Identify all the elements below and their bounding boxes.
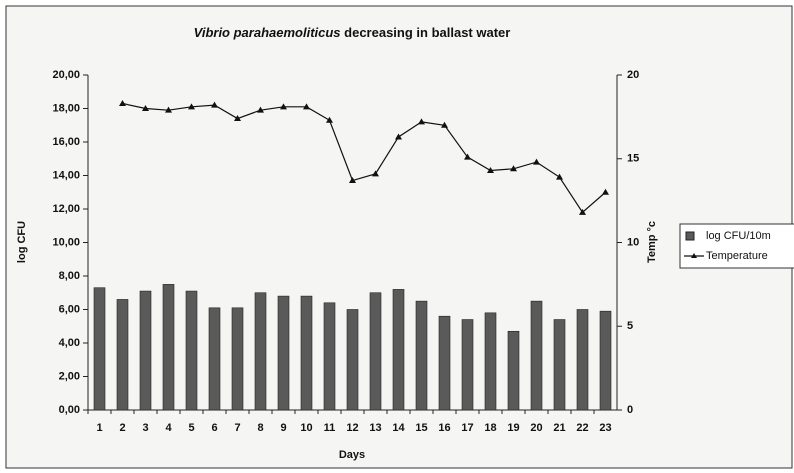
y2-tick-label: 10: [627, 236, 639, 248]
y2-tick-label: 5: [627, 320, 633, 332]
bar: [254, 292, 267, 411]
x-tick-label: 23: [599, 422, 611, 434]
temperature-line: [122, 102, 606, 214]
bar: [93, 287, 106, 411]
x-axis-label: Days: [339, 449, 365, 461]
x-tick-label: 14: [392, 422, 405, 434]
line-marker: [418, 118, 425, 125]
y-tick-label: 8,00: [59, 270, 80, 282]
x-tick-label: 4: [165, 422, 172, 434]
y-tick-label: 6,00: [59, 303, 80, 315]
bar: [346, 309, 359, 411]
y-tick-label: 18,00: [52, 102, 80, 114]
x-tick-label: 6: [211, 422, 217, 434]
bar: [116, 299, 129, 411]
x-tick-label: 12: [346, 422, 358, 434]
line-marker: [602, 188, 609, 195]
line-marker: [280, 103, 287, 110]
bar: [185, 290, 198, 411]
line-marker: [464, 153, 471, 160]
legend-marker: [691, 253, 697, 258]
line-marker: [303, 103, 310, 110]
y-tick-label: 2,00: [59, 370, 80, 382]
bar: [530, 300, 543, 411]
x-tick-label: 18: [484, 422, 496, 434]
y2-axis-label: Temp °c: [646, 221, 658, 263]
line-marker: [533, 158, 540, 165]
bar: [415, 300, 428, 411]
x-tick-label: 8: [257, 422, 263, 434]
bar: [369, 292, 382, 411]
x-tick-label: 13: [369, 422, 381, 434]
y-tick-label: 20,00: [52, 69, 80, 81]
line-marker: [349, 177, 356, 184]
y-tick-label: 14,00: [52, 169, 80, 181]
line-marker: [165, 106, 172, 113]
x-tick-label: 11: [324, 422, 336, 434]
x-tick-label: 20: [530, 422, 542, 434]
title-species: Vibrio parahaemoliticus: [194, 25, 341, 40]
line-marker: [188, 103, 195, 110]
y-tick-label: 12,00: [52, 203, 80, 215]
line-marker: [395, 133, 402, 140]
y-tick-label: 10,00: [52, 236, 80, 248]
bar: [139, 290, 152, 411]
legend-label: log CFU/10m: [706, 230, 771, 242]
line-marker: [211, 101, 218, 108]
title-text: decreasing in ballast water: [341, 25, 511, 40]
x-tick-label: 9: [280, 422, 286, 434]
x-tick-label: 15: [415, 422, 427, 434]
y2-tick-label: 0: [627, 404, 633, 416]
bar: [461, 319, 474, 411]
bar: [300, 295, 313, 411]
chart-title: Vibrio parahaemoliticus decreasing in ba…: [194, 25, 511, 40]
y2-tick-label: 20: [627, 69, 639, 81]
line-marker: [579, 208, 586, 215]
x-tick-label: 22: [576, 422, 588, 434]
x-tick-label: 19: [507, 422, 519, 434]
line-marker: [441, 121, 448, 128]
x-tick-label: 3: [142, 422, 148, 434]
x-tick-label: 1: [96, 422, 102, 434]
bar: [599, 310, 612, 411]
bar: [576, 309, 589, 411]
legend: [679, 223, 794, 269]
bar: [507, 330, 520, 411]
bar: [323, 302, 336, 411]
x-tick-label: 17: [461, 422, 473, 434]
bar: [392, 289, 405, 411]
y-tick-label: 16,00: [52, 136, 80, 148]
y2-tick-label: 15: [627, 153, 639, 165]
bar: [231, 307, 244, 411]
legend-swatch: [685, 231, 695, 241]
x-tick-label: 10: [300, 422, 312, 434]
x-tick-label: 2: [119, 422, 125, 434]
line-marker: [119, 99, 126, 106]
x-tick-label: 5: [188, 422, 194, 434]
bar: [162, 284, 175, 411]
line-marker: [257, 106, 264, 113]
line-marker: [510, 165, 517, 172]
y-axis-label: log CFU: [16, 221, 28, 263]
bar: [438, 315, 451, 411]
line-marker: [556, 173, 563, 180]
x-tick-label: 7: [234, 422, 240, 434]
x-tick-label: 16: [438, 422, 450, 434]
y-tick-label: 4,00: [59, 337, 80, 349]
bar: [484, 312, 497, 411]
y-tick-label: 0,00: [59, 404, 80, 416]
line-marker: [234, 115, 241, 122]
line-marker: [326, 116, 333, 123]
line-marker: [142, 105, 149, 111]
line-marker: [372, 170, 379, 177]
bar: [553, 319, 566, 411]
bar: [208, 307, 221, 411]
legend-label: Temperature: [706, 250, 768, 262]
line-marker: [487, 166, 494, 173]
bar: [277, 295, 290, 411]
x-tick-label: 21: [553, 422, 565, 434]
